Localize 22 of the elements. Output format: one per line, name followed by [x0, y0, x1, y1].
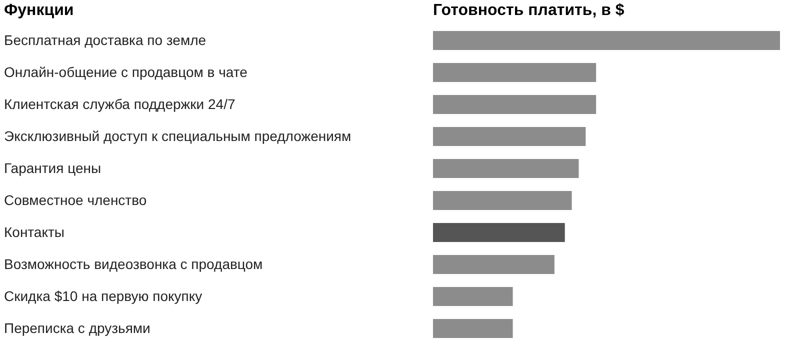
- y-tick-label: Эксклюзивный доступ к специальным предложениям: [4, 128, 352, 144]
- y-tick-label: Бесплатная доставка по земле: [4, 32, 206, 48]
- y-tick-label: Переписка с друзьями: [4, 320, 150, 336]
- bar: [433, 319, 513, 338]
- y-tick-label: Возможность видеозвонка с продавцом: [4, 256, 263, 272]
- bar: [433, 223, 565, 242]
- bar: [433, 191, 572, 210]
- bar: [433, 287, 513, 306]
- y-tick-label: Гарантия цены: [4, 160, 102, 176]
- y-tick-label: Скидка $10 на первую покупку: [4, 288, 202, 304]
- y-tick-label: Онлайн-общение с продавцом в чате: [4, 64, 248, 80]
- bar: [433, 127, 586, 146]
- bar: [433, 31, 780, 50]
- bar: [433, 255, 554, 274]
- bar: [433, 63, 596, 82]
- y-axis-title: Функции: [4, 2, 74, 20]
- x-axis-title: Готовность платить, в $: [433, 2, 624, 20]
- y-tick-label: Клиентская служба поддержки 24/7: [4, 96, 236, 112]
- y-tick-label: Совместное членство: [4, 192, 147, 208]
- bar: [433, 159, 579, 178]
- bar: [433, 95, 596, 114]
- y-tick-label: Контакты: [4, 224, 64, 240]
